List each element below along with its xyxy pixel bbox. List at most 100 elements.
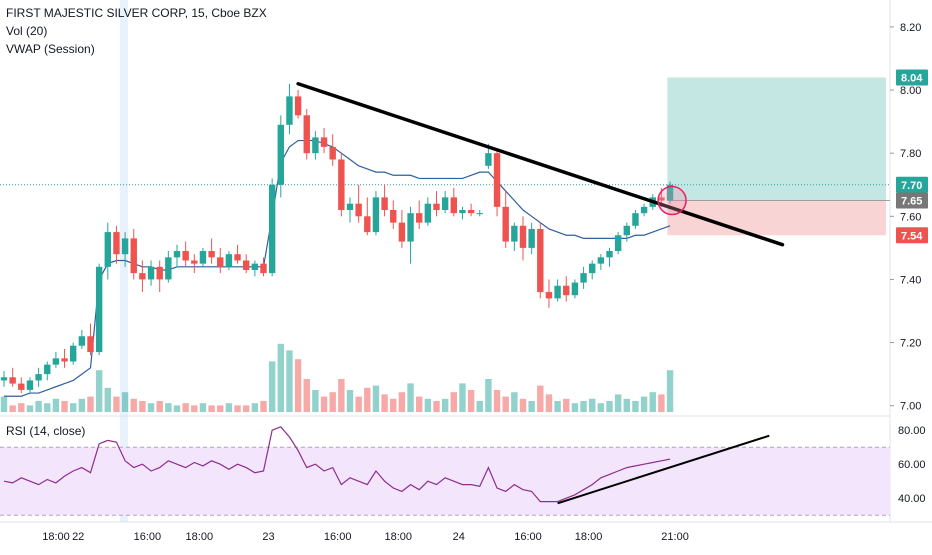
candle xyxy=(26,377,34,394)
volume-bar xyxy=(502,396,509,412)
candle xyxy=(476,210,483,217)
candle-body xyxy=(597,257,605,264)
volume-bar xyxy=(589,398,596,412)
volume-bar xyxy=(121,392,129,412)
candle xyxy=(355,184,362,223)
candle xyxy=(225,251,233,270)
candle-body xyxy=(320,137,328,147)
volume-bar xyxy=(0,396,8,412)
price-tick-label: 7.20 xyxy=(900,338,921,350)
candle xyxy=(44,361,51,381)
volume-bar xyxy=(217,405,224,412)
candle xyxy=(113,225,120,264)
volume-bar xyxy=(35,401,42,412)
candle-body xyxy=(407,213,414,242)
volume-bar xyxy=(338,379,345,412)
rsi-legend[interactable]: RSI (14, close) xyxy=(6,424,86,438)
volume-bar xyxy=(18,403,25,412)
volume-bar xyxy=(485,379,492,412)
time-tick-label: 18:00 xyxy=(42,531,70,543)
candle-body xyxy=(104,232,111,267)
candle xyxy=(303,109,310,160)
candle xyxy=(338,153,345,217)
price-tick-label: 7.80 xyxy=(900,148,921,160)
volume-bar xyxy=(597,403,605,412)
volume-bar xyxy=(580,401,587,412)
candle xyxy=(52,352,60,368)
candle-body xyxy=(441,197,449,210)
candle xyxy=(182,241,189,267)
volume-bar xyxy=(658,394,665,412)
rsi-trendline xyxy=(557,434,770,505)
candle xyxy=(381,184,388,217)
candle xyxy=(87,323,94,356)
candle xyxy=(61,348,68,368)
candle-body xyxy=(511,225,518,242)
volume-bar xyxy=(329,392,336,412)
candle-body xyxy=(640,206,648,214)
volume-bar xyxy=(52,398,60,412)
volume-bar xyxy=(571,403,579,412)
volume-bar xyxy=(493,390,501,412)
volume-bar xyxy=(251,403,259,412)
candle xyxy=(606,247,613,267)
candle-body xyxy=(589,263,596,274)
candle-body xyxy=(208,251,215,258)
candle-body xyxy=(130,238,137,274)
volume-bar xyxy=(640,396,648,412)
price-tick-label: 8.00 xyxy=(900,85,921,97)
volume-bar xyxy=(519,398,527,412)
candle xyxy=(632,210,639,229)
candle-body xyxy=(260,263,267,274)
volume-bar xyxy=(243,405,250,412)
profit-target-zone xyxy=(667,77,886,201)
vwap-legend[interactable]: VWAP (Session) xyxy=(6,42,95,56)
candle-body xyxy=(139,273,146,280)
candle-body xyxy=(78,336,86,346)
volume-bar xyxy=(537,385,544,412)
volume-bar xyxy=(199,403,207,412)
volume-legend[interactable]: Vol (20) xyxy=(6,24,48,38)
candle-body xyxy=(18,383,25,390)
volume-bar xyxy=(355,396,362,412)
candle-body xyxy=(606,251,613,258)
resistance-trendline xyxy=(296,82,785,247)
price-tag: 7.54 xyxy=(896,227,928,244)
candle xyxy=(320,127,328,154)
price-tag-bg xyxy=(896,227,928,244)
candle xyxy=(95,263,103,356)
volume-bar xyxy=(433,401,440,412)
volume-bar xyxy=(113,396,120,412)
candle-body xyxy=(450,197,457,214)
volume-bar xyxy=(104,387,111,412)
price-tag-bg xyxy=(896,176,928,193)
volume-bar xyxy=(623,398,630,412)
candle-body xyxy=(554,285,561,299)
candle xyxy=(9,367,16,387)
volume-bar xyxy=(450,392,457,412)
volume-bar xyxy=(424,398,432,412)
volume-bar xyxy=(286,350,293,412)
volume-bar xyxy=(165,403,172,412)
time-tick-label: 21:00 xyxy=(661,531,689,543)
candle xyxy=(18,377,25,394)
candle-body xyxy=(476,213,483,215)
volume-bar xyxy=(9,405,16,412)
candle-body xyxy=(398,222,406,242)
candle xyxy=(467,203,475,217)
candle xyxy=(528,222,535,255)
candle xyxy=(502,191,509,248)
candle-body xyxy=(329,146,336,160)
candle-body xyxy=(35,374,42,381)
candle xyxy=(268,178,276,277)
candle-body xyxy=(156,266,163,280)
candle-body xyxy=(225,254,233,267)
candle xyxy=(545,279,553,308)
candle xyxy=(407,206,414,264)
price-tag-bg xyxy=(896,192,928,209)
volume-bar xyxy=(139,401,146,412)
candle-body xyxy=(147,266,155,280)
candle xyxy=(640,203,648,217)
